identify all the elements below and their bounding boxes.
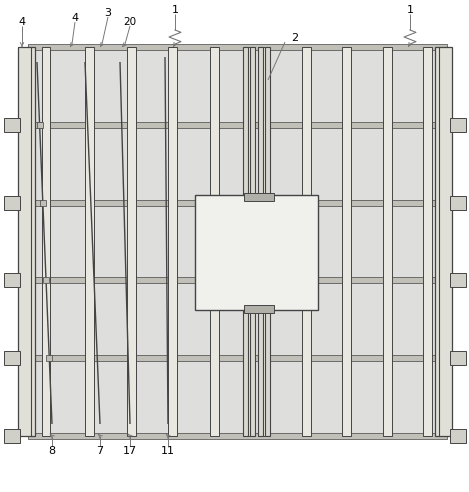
Bar [46, 355, 52, 361]
Bar [250, 47, 255, 436]
Bar [450, 274, 466, 287]
Text: 20: 20 [123, 17, 136, 27]
Bar [258, 47, 265, 436]
Bar [28, 355, 447, 361]
Bar [450, 351, 466, 365]
Bar [18, 47, 35, 436]
Bar [383, 47, 392, 436]
Text: 4: 4 [71, 13, 79, 23]
Bar [43, 277, 49, 283]
Bar [28, 44, 447, 50]
Bar [28, 277, 447, 283]
Text: 1: 1 [172, 5, 179, 15]
Text: 11: 11 [161, 446, 175, 456]
Bar [450, 118, 466, 132]
Bar [450, 196, 466, 210]
Bar [258, 47, 263, 436]
Bar [168, 47, 177, 436]
Text: 7: 7 [97, 446, 104, 456]
Bar [4, 351, 20, 365]
Bar [28, 433, 447, 439]
Bar [28, 122, 447, 128]
Bar [245, 47, 252, 436]
Text: 1: 1 [407, 5, 414, 15]
Text: 17: 17 [123, 446, 137, 456]
Text: 2: 2 [291, 33, 299, 43]
Bar [4, 196, 20, 210]
Bar [302, 47, 311, 436]
Bar [244, 193, 274, 201]
Bar [28, 47, 447, 436]
Bar [210, 47, 219, 436]
Text: 3: 3 [105, 8, 112, 18]
Bar [265, 47, 270, 436]
Bar [4, 118, 20, 132]
Bar [28, 200, 447, 206]
Bar [342, 47, 351, 436]
Bar [37, 122, 43, 128]
Bar [85, 47, 94, 436]
Bar [244, 305, 274, 313]
Bar [435, 47, 452, 436]
Bar [243, 47, 248, 436]
Bar [450, 429, 466, 443]
Bar [195, 195, 318, 310]
Text: 4: 4 [18, 17, 26, 27]
Bar [40, 200, 46, 206]
Bar [127, 47, 136, 436]
Bar [42, 47, 50, 436]
Bar [4, 274, 20, 287]
Bar [423, 47, 432, 436]
Bar [4, 429, 20, 443]
Text: 8: 8 [48, 446, 55, 456]
